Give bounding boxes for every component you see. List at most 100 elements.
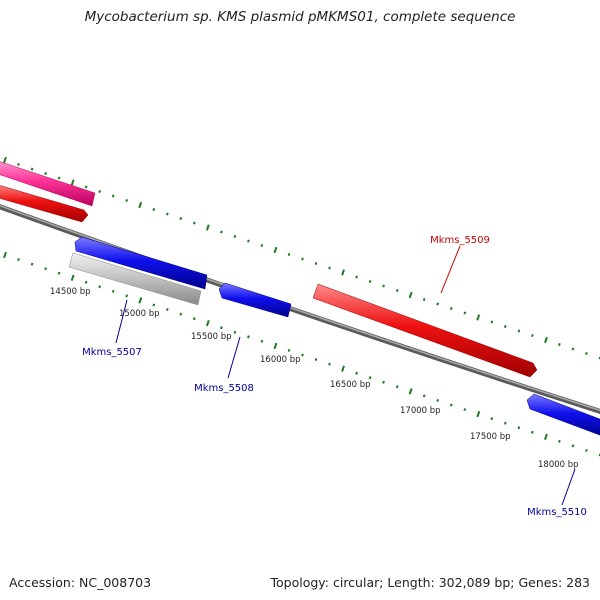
scale-tick bbox=[44, 267, 47, 271]
scale-tick bbox=[138, 201, 143, 209]
scale-tick bbox=[422, 394, 426, 398]
scale-tick bbox=[247, 335, 250, 339]
scale-tick bbox=[98, 285, 102, 289]
sequence-backbone-highlight bbox=[0, 204, 600, 412]
gene-mkms-5510[interactable] bbox=[526, 393, 600, 437]
scale-tick bbox=[301, 353, 304, 357]
pink-forward-gene[interactable] bbox=[0, 160, 96, 207]
scale-tick bbox=[125, 294, 129, 298]
scale-tick bbox=[476, 410, 481, 418]
gene-mkms-5507[interactable] bbox=[68, 252, 202, 306]
scale-tick bbox=[125, 198, 129, 203]
scale-tick bbox=[165, 212, 169, 216]
gene-mkms-5509[interactable] bbox=[312, 283, 538, 378]
scale-tick bbox=[273, 246, 278, 254]
gene-label-mkms-5507[interactable]: Mkms_5507 bbox=[82, 347, 142, 358]
scale-tick bbox=[17, 162, 20, 167]
scale-tick bbox=[463, 311, 467, 315]
blue-reverse-gene[interactable] bbox=[74, 236, 208, 290]
scale-tick bbox=[192, 221, 196, 225]
scale-tick bbox=[192, 317, 196, 321]
scale-tick bbox=[341, 365, 345, 372]
scale-label: 14500 bp bbox=[50, 287, 91, 297]
scale-tick bbox=[233, 234, 237, 239]
scale-tick bbox=[328, 362, 331, 366]
scale-tick bbox=[517, 329, 521, 333]
scale-tick bbox=[233, 330, 237, 334]
scale-tick bbox=[585, 448, 588, 452]
scale-tick bbox=[449, 307, 453, 310]
accession-info: Accession: NC_008703 bbox=[9, 575, 152, 590]
gene-label-mkms-5508[interactable]: Mkms_5508 bbox=[194, 383, 254, 394]
label-line-mkms-5510 bbox=[561, 468, 576, 506]
scale-tick bbox=[260, 243, 264, 248]
topology-info: Topology: circular; Length: 302,089 bp; … bbox=[270, 575, 591, 590]
scale-tick bbox=[503, 324, 507, 329]
scale-tick bbox=[205, 224, 210, 231]
scale-tick bbox=[70, 179, 75, 186]
scale-label: 17000 bp bbox=[400, 406, 441, 416]
scale-tick bbox=[44, 171, 47, 176]
gene-label-mkms-5510[interactable]: Mkms_5510 bbox=[527, 507, 587, 518]
scale-tick bbox=[368, 376, 372, 380]
red-forward-gene-1[interactable] bbox=[0, 184, 89, 223]
scale-tick bbox=[273, 342, 278, 350]
scale-tick bbox=[287, 252, 291, 257]
scale-tick bbox=[57, 271, 61, 275]
scale-label: 17500 bp bbox=[470, 432, 511, 442]
scale-tick bbox=[436, 302, 440, 306]
scale-tick bbox=[571, 347, 575, 351]
scale-tick bbox=[355, 275, 358, 279]
scale-tick bbox=[408, 388, 413, 395]
scale-tick bbox=[111, 194, 115, 198]
sequence-backbone bbox=[0, 204, 600, 415]
scale-tick bbox=[395, 385, 399, 389]
scale-tick bbox=[314, 358, 318, 362]
scale-tick bbox=[3, 156, 7, 164]
scale-tick bbox=[138, 297, 143, 304]
scale-tick bbox=[287, 348, 291, 352]
scale-tick bbox=[422, 297, 426, 302]
scale-tick bbox=[179, 312, 183, 316]
scale-tick bbox=[382, 380, 385, 384]
scale-tick bbox=[328, 266, 331, 270]
gene-mkms-5508[interactable] bbox=[218, 282, 292, 318]
scale-tick bbox=[558, 439, 561, 443]
scale-tick bbox=[585, 351, 588, 356]
scale-tick bbox=[408, 291, 413, 299]
scale-label: 16000 bp bbox=[260, 355, 301, 365]
scale-tick bbox=[247, 239, 250, 243]
scale-label: 15500 bp bbox=[191, 332, 232, 342]
map-title: Mycobacterium sp. KMS plasmid pMKMS01, c… bbox=[84, 9, 516, 25]
scale-tick bbox=[571, 444, 575, 448]
scale-label: 16500 bp bbox=[330, 380, 371, 390]
scale-tick bbox=[395, 288, 399, 293]
scale-tick bbox=[341, 269, 345, 276]
scale-tick bbox=[558, 342, 561, 347]
scale-tick bbox=[382, 284, 385, 288]
scale-tick bbox=[3, 251, 7, 259]
scale-tick bbox=[179, 216, 183, 221]
scale-tick bbox=[220, 230, 223, 234]
scale-tick bbox=[490, 417, 494, 421]
scale-tick bbox=[70, 274, 75, 281]
scale-tick bbox=[436, 398, 440, 402]
scale-tick bbox=[84, 280, 88, 284]
scale-tick bbox=[260, 339, 264, 343]
lower-scale-ticks bbox=[3, 251, 600, 457]
scale-tick bbox=[368, 279, 372, 284]
scale-tick bbox=[17, 258, 20, 262]
scale-tick bbox=[165, 308, 169, 312]
scale-tick bbox=[463, 408, 467, 412]
scale-label: 18000 bp bbox=[538, 460, 579, 470]
gene-label-mkms-5509[interactable]: Mkms_5509 bbox=[430, 235, 490, 246]
scale-label: 15000 bp bbox=[119, 309, 160, 319]
scale-tick bbox=[84, 185, 88, 189]
scale-tick bbox=[205, 319, 210, 327]
scale-tick bbox=[220, 326, 223, 330]
scale-tick bbox=[98, 189, 102, 194]
label-line-mkms-5507 bbox=[115, 299, 128, 344]
scale-tick bbox=[517, 426, 521, 430]
